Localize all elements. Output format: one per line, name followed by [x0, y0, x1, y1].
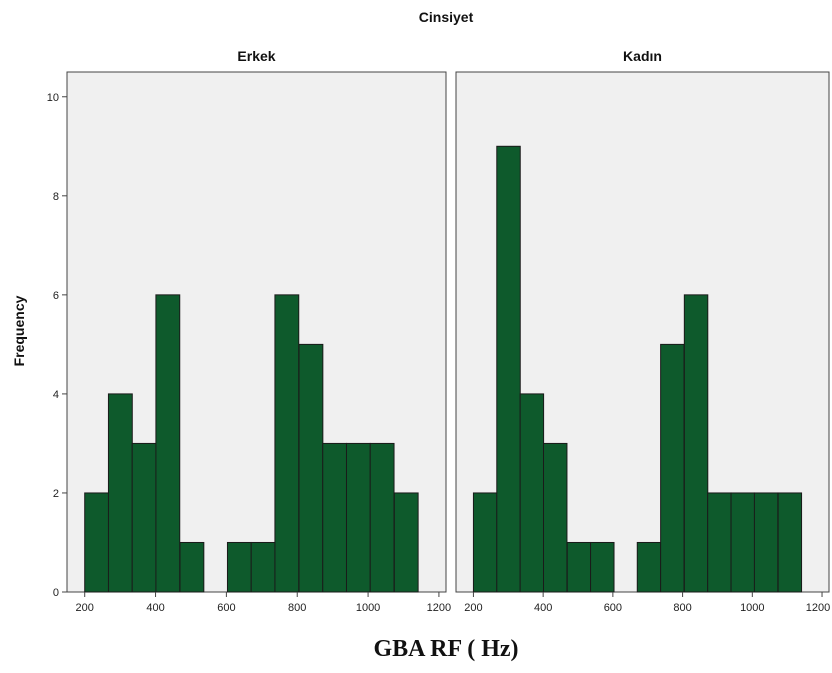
y-tick-label: 6	[53, 290, 59, 302]
y-axis-title: Frequency	[11, 295, 27, 366]
histogram-bar	[226, 541, 252, 593]
chart-title: Cinsiyet	[419, 9, 474, 25]
x-tick-label: 400	[534, 602, 552, 614]
histogram-bar	[298, 343, 324, 593]
x-axis-title: GBA RF ( Hz)	[373, 636, 518, 662]
histogram-bar	[753, 492, 779, 593]
x-tick-label: 200	[76, 602, 94, 614]
x-tick-label: 400	[146, 602, 164, 614]
x-tick-label: 800	[288, 602, 306, 614]
histogram-bar	[542, 442, 568, 593]
histogram-bar	[496, 145, 521, 593]
y-tick-label: 2	[53, 488, 59, 500]
histogram-bar	[393, 492, 419, 593]
histogram-bar	[519, 393, 545, 593]
x-tick-label: 1200	[806, 602, 830, 614]
histogram-bar	[369, 442, 395, 593]
histogram-bar	[730, 492, 756, 593]
histogram-bar	[707, 492, 732, 593]
panel-0: Erkek 200 400 600 800 1000 1200 0 2 4 6 8 10	[47, 48, 451, 614]
y-tick-label: 10	[47, 92, 59, 104]
histogram-bar	[566, 541, 592, 593]
histogram-bar	[155, 294, 181, 593]
histogram-bar	[322, 442, 348, 593]
panel-1: Kadın 200 400 600 800 1000 1200	[455, 48, 830, 614]
panels-group: Erkek 200 400 600 800 1000 1200 0 2 4 6 8 10 Kadın 200…	[47, 48, 830, 614]
x-tick-label: 1000	[356, 602, 380, 614]
histogram-bar	[636, 541, 662, 593]
panel-label: Kadın	[623, 48, 662, 64]
histogram-bar	[107, 393, 133, 593]
x-tick-label: 1200	[427, 602, 451, 614]
histogram-bar	[250, 541, 276, 593]
y-tick-label: 0	[53, 587, 59, 599]
y-tick-label: 4	[53, 389, 59, 401]
histogram-bar	[345, 442, 371, 593]
panel-label: Erkek	[237, 48, 275, 64]
x-tick-label: 600	[604, 602, 622, 614]
x-tick-label: 600	[217, 602, 235, 614]
histogram-bar	[472, 492, 498, 593]
histogram-bar	[590, 541, 615, 593]
histogram-bar	[131, 442, 157, 593]
histogram-bar	[660, 343, 685, 593]
x-tick-label: 800	[673, 602, 691, 614]
x-tick-label: 1000	[740, 602, 764, 614]
histogram-bar	[84, 492, 110, 593]
y-tick-label: 8	[53, 191, 59, 203]
histogram-bar	[777, 492, 803, 593]
histogram-bar	[683, 294, 709, 593]
histogram-bar	[274, 294, 300, 593]
x-tick-label: 200	[464, 602, 482, 614]
histogram-bar	[179, 541, 205, 593]
